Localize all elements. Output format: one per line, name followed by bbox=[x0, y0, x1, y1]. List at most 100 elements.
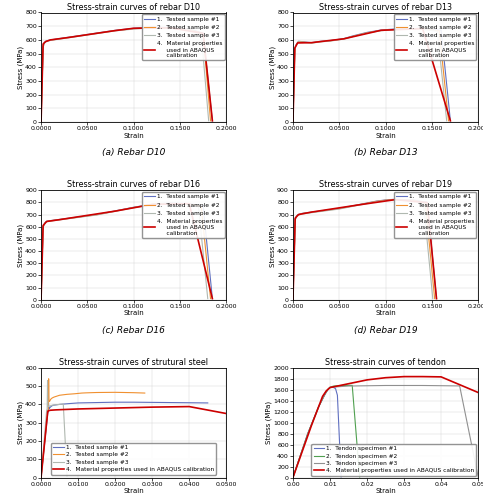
2.  Tested sample #2 bbox=[309, 40, 314, 46]
1.  Tested sample #1 bbox=[186, 26, 192, 32]
2.  Tendon specimen #2 bbox=[327, 384, 333, 390]
2.  Tested sample #2 bbox=[295, 40, 300, 46]
3.  Tested sample #3 bbox=[131, 204, 137, 210]
1.  Tendon specimen #1 bbox=[333, 386, 339, 392]
3.  Tested sample #3 bbox=[57, 402, 62, 407]
1.  Tested sample #1 bbox=[309, 209, 314, 215]
1.  Tested sample #1 bbox=[131, 204, 137, 210]
2.  Tested sample #2 bbox=[79, 390, 85, 396]
2.  Tendon specimen #2 bbox=[357, 474, 363, 480]
1.  Tested sample #1 bbox=[57, 216, 62, 222]
3.  Tendon specimen #3 bbox=[327, 384, 333, 390]
2.  Tested sample #2 bbox=[131, 26, 137, 32]
2.  Tested sample #2 bbox=[71, 391, 77, 397]
2.  Tested sample #2 bbox=[208, 296, 213, 302]
4.  Material properties
     used in ABAQUS
     calibration bbox=[425, 200, 430, 205]
Line: 2.  Tested sample #2: 2. Tested sample #2 bbox=[293, 200, 435, 300]
2.  Tendon specimen #2 bbox=[349, 382, 355, 388]
2.  Tested sample #2 bbox=[142, 390, 148, 396]
Y-axis label: Stress (MPa): Stress (MPa) bbox=[269, 224, 276, 266]
X-axis label: Strain: Strain bbox=[123, 488, 144, 494]
1.  Tested sample #1 bbox=[112, 28, 118, 34]
3.  Tested sample #3 bbox=[45, 402, 51, 408]
3.  Tested sample #3 bbox=[294, 42, 299, 48]
4.  Material properties
     used in ABAQUS
     calibration bbox=[131, 26, 137, 32]
3.  Tested sample #3 bbox=[57, 217, 62, 223]
4.  Material properties
     used in ABAQUS
     calibration bbox=[38, 297, 44, 303]
2.  Tested sample #2 bbox=[149, 24, 155, 30]
4.  Material properties
     used in ABAQUS
     calibration bbox=[112, 28, 118, 34]
4.  Material properties
     used in ABAQUS
     calibration bbox=[38, 119, 44, 125]
1.  Tested sample #1 bbox=[186, 400, 192, 406]
1.  Tested sample #1 bbox=[383, 197, 388, 203]
3.  Tested sample #3 bbox=[373, 198, 379, 204]
2.  Tested sample #2 bbox=[47, 218, 53, 224]
1.  Tested sample #1 bbox=[168, 400, 173, 406]
1.  Tested sample #1 bbox=[42, 40, 47, 46]
Title: Stress-strain curves of tendon: Stress-strain curves of tendon bbox=[325, 358, 446, 367]
2.  Tested sample #2 bbox=[423, 200, 428, 206]
1.  Tested sample #1 bbox=[210, 296, 215, 302]
2.  Tested sample #2 bbox=[57, 392, 62, 398]
2.  Tested sample #2 bbox=[364, 30, 370, 36]
4.  Material properties
     used in ABAQUS
     calibration bbox=[290, 119, 296, 125]
1.  Tested sample #1 bbox=[378, 27, 384, 33]
Line: 1.  Tested sample #1: 1. Tested sample #1 bbox=[41, 203, 213, 300]
2.  Tested sample #2 bbox=[327, 38, 333, 44]
2.  Tested sample #2 bbox=[383, 197, 388, 203]
4.  Material properties
     used in ABAQUS
     calibration bbox=[309, 209, 314, 215]
Y-axis label: Stress (MPa): Stress (MPa) bbox=[17, 224, 24, 266]
3.  Tested sample #3 bbox=[85, 32, 90, 38]
4.  Material properties
     used in ABAQUS
     calibration bbox=[292, 45, 298, 51]
3.  Tested sample #3 bbox=[421, 200, 426, 206]
1.  Tested sample #1 bbox=[296, 212, 301, 218]
2.  Tested sample #2 bbox=[318, 208, 324, 214]
3.  Tested sample #3 bbox=[392, 26, 398, 32]
2.  Tested sample #2 bbox=[45, 406, 51, 412]
2.  Tested sample #2 bbox=[66, 34, 72, 40]
2.  Tested sample #2 bbox=[49, 395, 55, 401]
Title: Stress-strain curves of rebar D13: Stress-strain curves of rebar D13 bbox=[319, 2, 452, 12]
3.  Tested sample #3 bbox=[57, 36, 62, 42]
3.  Tested sample #3 bbox=[60, 401, 66, 407]
4.  Material properties
     used in ABAQUS
     calibration bbox=[309, 40, 314, 46]
1.  Tested sample #1 bbox=[38, 297, 44, 303]
3.  Tested sample #3 bbox=[309, 40, 314, 46]
3.  Tested sample #3 bbox=[47, 38, 53, 44]
1.  Tested sample #1 bbox=[350, 33, 356, 39]
1.  Tested sample #1 bbox=[48, 403, 54, 409]
4.  Material properties used in ABAQUS calibration bbox=[75, 406, 81, 412]
1.  Tendon specimen #1 bbox=[324, 389, 329, 395]
1.  Tested sample #1 bbox=[149, 201, 155, 207]
Line: 3.  Tendon specimen #3: 3. Tendon specimen #3 bbox=[293, 386, 478, 478]
2.  Tested sample #2 bbox=[373, 198, 379, 204]
1.  Tendon specimen #1 bbox=[338, 474, 344, 480]
Line: 3.  Tested sample #3: 3. Tested sample #3 bbox=[41, 204, 208, 300]
2.  Tested sample #2 bbox=[52, 36, 58, 43]
2.  Tested sample #2 bbox=[436, 28, 442, 34]
2.  Tendon specimen #2 bbox=[338, 382, 344, 388]
3.  Tested sample #3 bbox=[38, 119, 44, 125]
1.  Tested sample #1 bbox=[434, 296, 440, 302]
1.  Tested sample #1 bbox=[292, 46, 298, 52]
4.  Material properties used in ABAQUS calibration bbox=[186, 404, 192, 409]
3.  Tested sample #3 bbox=[47, 218, 53, 224]
4.  Material properties
     used in ABAQUS
     calibration bbox=[210, 296, 215, 302]
2.  Tested sample #2 bbox=[411, 198, 416, 203]
Text: (d) Rebar D19: (d) Rebar D19 bbox=[354, 326, 417, 335]
4.  Material properties used in ABAQUS calibration bbox=[420, 374, 426, 380]
1.  Tested sample #1 bbox=[44, 218, 50, 224]
2.  Tested sample #2 bbox=[83, 390, 88, 396]
2.  Tested sample #2 bbox=[199, 204, 204, 210]
3.  Tested sample #3 bbox=[75, 214, 81, 220]
3.  Tested sample #3 bbox=[44, 218, 50, 224]
1.  Tested sample #1 bbox=[168, 24, 173, 30]
2.  Tested sample #2 bbox=[47, 37, 53, 43]
4.  Material properties used in ABAQUS calibration bbox=[223, 410, 229, 416]
1.  Tested sample #1 bbox=[66, 34, 72, 40]
4.  Material properties
     used in ABAQUS
     calibration bbox=[40, 222, 46, 228]
4.  Material properties
     used in ABAQUS
     calibration bbox=[44, 218, 50, 224]
2.  Tested sample #2 bbox=[57, 216, 62, 222]
2.  Tendon specimen #2 bbox=[322, 392, 327, 398]
3.  Tested sample #3 bbox=[44, 378, 50, 384]
